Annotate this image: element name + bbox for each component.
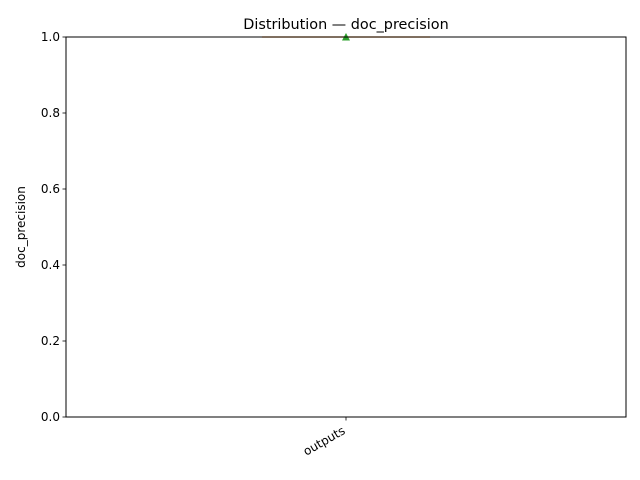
chart-title: Distribution — doc_precision (243, 17, 448, 33)
y-tick-label: 0.4 (41, 258, 60, 272)
y-tick-label: 0.6 (41, 182, 60, 196)
y-tick-label: 0.8 (41, 106, 60, 120)
y-tick-label: 0.0 (41, 410, 60, 424)
y-axis-ticks: 0.0 0.2 0.4 0.6 0.8 1.0 (41, 30, 66, 424)
plot-frame (65, 36, 627, 418)
y-axis-label: doc_precision (14, 186, 28, 268)
y-tick-label: 0.2 (41, 334, 60, 348)
y-tick-label: 1.0 (41, 30, 60, 44)
